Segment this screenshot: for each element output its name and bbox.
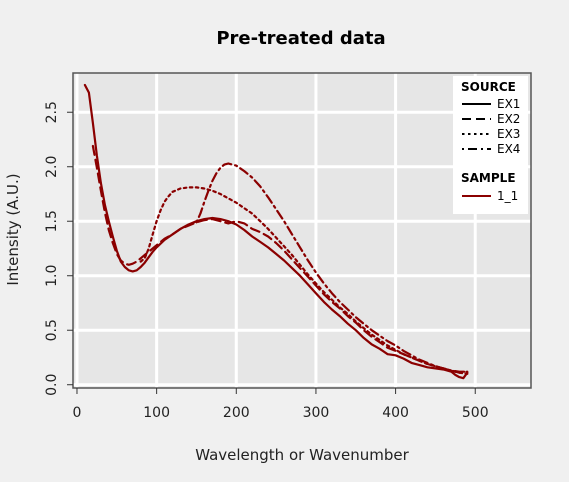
legend-label-sample: 1_1 — [497, 189, 518, 203]
y-tick-label: 1.5 — [44, 210, 60, 232]
legend-label-ex3: EX3 — [497, 127, 520, 141]
legend-source-title: SOURCE — [461, 80, 516, 94]
chart-title: Pre-treated data — [216, 28, 385, 49]
y-tick-label: 0.5 — [44, 319, 60, 341]
x-axis-label: Wavelength or Wavenumber — [195, 446, 409, 464]
y-axis-label: Intensity (A.U.) — [4, 173, 22, 285]
y-tick-label: 2.5 — [44, 101, 60, 123]
x-tick-label: 400 — [382, 405, 409, 421]
y-tick-label: 1.0 — [44, 265, 60, 287]
x-tick-label: 100 — [143, 405, 170, 421]
series-line-ex2 — [91, 144, 469, 374]
legend-label-ex2: EX2 — [497, 112, 520, 126]
legend-sample-entries: 1_1 — [462, 189, 518, 203]
series-line-ex3 — [139, 186, 469, 375]
x-tick-label: 0 — [73, 405, 82, 421]
series-line-ex1 — [83, 83, 469, 380]
legend-sample-title: SAMPLE — [461, 171, 516, 185]
plot-frame — [72, 72, 532, 389]
y-tick-label: 0.0 — [44, 374, 60, 396]
legend-label-ex4: EX4 — [497, 142, 520, 156]
x-tick-label: 300 — [303, 405, 330, 421]
axis-ticks: 0 100 200 300 400 500 0.0 0.5 1.0 1.5 2.0 2.5 — [44, 101, 489, 421]
legend-background — [453, 76, 528, 214]
x-tick-label: 200 — [223, 405, 250, 421]
legend-label-ex1: EX1 — [497, 97, 520, 111]
series-lines — [83, 83, 469, 380]
y-tick-label: 2.0 — [44, 156, 60, 178]
series-line-ex4 — [195, 162, 469, 373]
x-tick-label: 500 — [462, 405, 489, 421]
